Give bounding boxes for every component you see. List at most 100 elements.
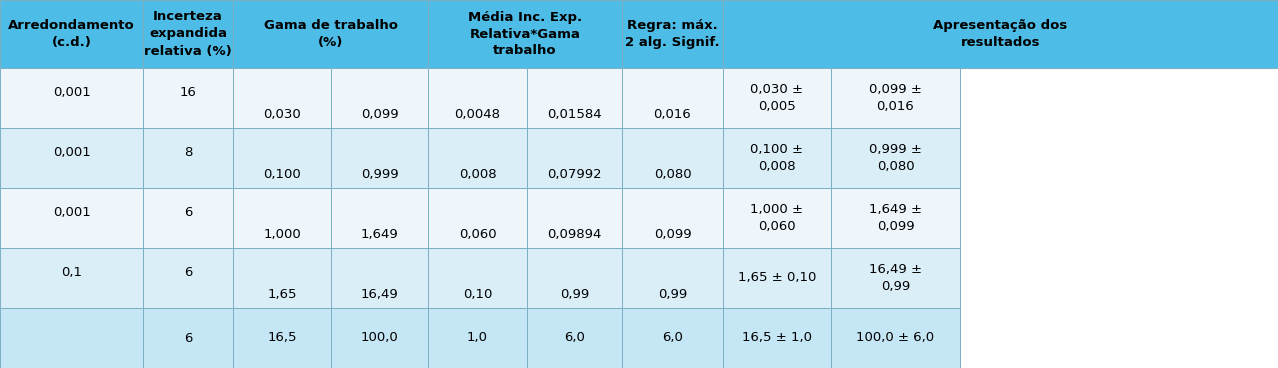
Bar <box>723 308 831 368</box>
Bar <box>331 248 428 308</box>
Text: Regra: máx.
2 alg. Signif.: Regra: máx. 2 alg. Signif. <box>625 19 720 49</box>
Text: 1,0: 1,0 <box>466 332 488 344</box>
Bar <box>622 68 723 128</box>
Bar <box>622 128 723 188</box>
Text: 0,99: 0,99 <box>658 289 688 301</box>
Bar <box>0 0 143 68</box>
Bar <box>143 68 233 128</box>
Text: 0,999 ±
0,080: 0,999 ± 0,080 <box>869 143 921 173</box>
Text: 8: 8 <box>184 146 192 159</box>
Text: 0,01584: 0,01584 <box>547 108 602 121</box>
Text: 0,100: 0,100 <box>263 169 300 181</box>
Bar <box>527 308 622 368</box>
Bar <box>331 308 428 368</box>
Bar <box>622 248 723 308</box>
Text: 0,001: 0,001 <box>52 86 91 99</box>
Text: 0,016: 0,016 <box>653 108 691 121</box>
Text: 100,0 ± 6,0: 100,0 ± 6,0 <box>856 332 934 344</box>
Bar <box>428 308 527 368</box>
Text: Média Inc. Exp.
Relativa*Gama
trabalho: Média Inc. Exp. Relativa*Gama trabalho <box>468 11 581 57</box>
Text: 16,49 ±
0,99: 16,49 ± 0,99 <box>869 263 921 293</box>
Text: Apresentação dos
resultados: Apresentação dos resultados <box>933 19 1067 49</box>
Bar <box>233 128 331 188</box>
Bar <box>428 68 527 128</box>
Bar <box>143 128 233 188</box>
Bar <box>233 68 331 128</box>
Text: 1,000: 1,000 <box>263 229 300 241</box>
Bar <box>622 0 723 68</box>
Text: 0,10: 0,10 <box>463 289 492 301</box>
Bar <box>831 308 960 368</box>
Bar <box>723 188 831 248</box>
Text: 0,060: 0,060 <box>459 229 496 241</box>
Text: Arredondamento
(c.d.): Arredondamento (c.d.) <box>8 19 135 49</box>
Bar <box>0 68 143 128</box>
Text: 16: 16 <box>180 86 197 99</box>
Bar <box>331 128 428 188</box>
Text: 0,100 ±
0,008: 0,100 ± 0,008 <box>750 143 804 173</box>
Bar <box>622 308 723 368</box>
Text: 0,09894: 0,09894 <box>547 229 602 241</box>
Bar <box>723 248 831 308</box>
Bar <box>831 248 960 308</box>
Text: 0,999: 0,999 <box>360 169 399 181</box>
Text: 6,0: 6,0 <box>564 332 585 344</box>
Text: Incerteza
expandida
relativa (%): Incerteza expandida relativa (%) <box>144 11 231 57</box>
Text: 0,99: 0,99 <box>560 289 589 301</box>
Bar <box>143 248 233 308</box>
Bar <box>831 128 960 188</box>
Bar <box>527 188 622 248</box>
Bar <box>0 308 143 368</box>
Bar <box>143 0 233 68</box>
Bar <box>428 128 527 188</box>
Text: 6,0: 6,0 <box>662 332 682 344</box>
Bar <box>0 188 143 248</box>
Text: Gama de trabalho
(%): Gama de trabalho (%) <box>263 19 397 49</box>
Text: 0,099: 0,099 <box>653 229 691 241</box>
Bar <box>428 188 527 248</box>
Bar <box>428 0 622 68</box>
Text: 1,000 ±
0,060: 1,000 ± 0,060 <box>750 203 804 233</box>
Bar <box>622 188 723 248</box>
Bar <box>831 188 960 248</box>
Text: 16,5 ± 1,0: 16,5 ± 1,0 <box>743 332 812 344</box>
Bar <box>527 248 622 308</box>
Bar <box>143 308 233 368</box>
Text: 6: 6 <box>184 332 192 344</box>
Text: 0,099: 0,099 <box>360 108 399 121</box>
Text: 0,030 ±
0,005: 0,030 ± 0,005 <box>750 83 804 113</box>
Bar <box>723 68 831 128</box>
Text: 0,008: 0,008 <box>459 169 496 181</box>
Bar <box>527 128 622 188</box>
Text: 16,49: 16,49 <box>360 289 399 301</box>
Text: 16,5: 16,5 <box>267 332 296 344</box>
Bar <box>143 188 233 248</box>
Text: 0,07992: 0,07992 <box>547 169 602 181</box>
Bar <box>233 308 331 368</box>
Text: 1,649 ±
0,099: 1,649 ± 0,099 <box>869 203 921 233</box>
Bar <box>331 188 428 248</box>
Text: 1,649: 1,649 <box>360 229 399 241</box>
Bar <box>233 188 331 248</box>
Bar <box>233 0 428 68</box>
Text: 0,001: 0,001 <box>52 206 91 219</box>
Text: 6: 6 <box>184 206 192 219</box>
Text: 0,099 ±
0,016: 0,099 ± 0,016 <box>869 83 921 113</box>
Bar <box>0 128 143 188</box>
Bar <box>331 68 428 128</box>
Text: 100,0: 100,0 <box>360 332 399 344</box>
Text: 1,65: 1,65 <box>267 289 296 301</box>
Text: 0,001: 0,001 <box>52 146 91 159</box>
Bar <box>233 248 331 308</box>
Bar <box>0 248 143 308</box>
Bar <box>723 0 1278 68</box>
Text: 6: 6 <box>184 266 192 279</box>
Text: 0,080: 0,080 <box>653 169 691 181</box>
Text: 0,0048: 0,0048 <box>455 108 501 121</box>
Bar <box>831 68 960 128</box>
Bar <box>723 128 831 188</box>
Text: 0,030: 0,030 <box>263 108 300 121</box>
Text: 1,65 ± 0,10: 1,65 ± 0,10 <box>737 272 817 284</box>
Bar <box>428 248 527 308</box>
Bar <box>527 68 622 128</box>
